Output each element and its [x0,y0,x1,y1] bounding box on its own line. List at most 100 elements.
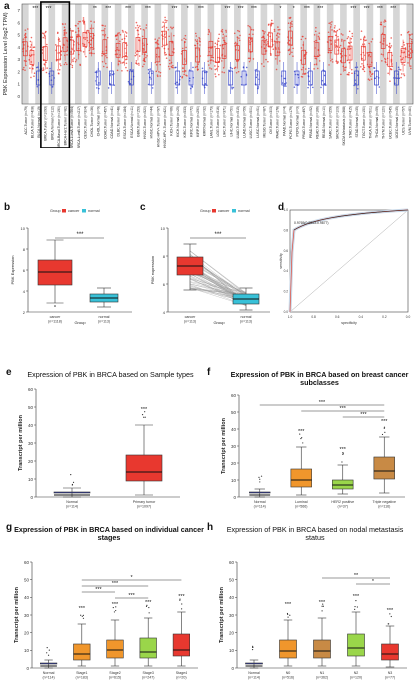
data-point [136,24,139,27]
diagonal-reference [289,209,409,313]
data-point [315,57,317,60]
data-point [195,35,198,37]
data-point [104,25,106,27]
box [106,639,124,659]
data-point [155,70,158,73]
category-label: HER2 positive [331,500,354,504]
data-point [125,58,127,61]
category-label: BRCA-Basal.Tumor (n=190) [57,106,61,148]
data-point [31,67,34,70]
data-point [116,48,118,51]
data-point [327,31,330,34]
data-point [198,40,201,42]
data-point [158,55,160,58]
data-point [210,68,213,70]
y-tick-label: 4 [163,310,166,315]
data-point [135,27,137,29]
data-point [101,29,103,32]
category-label: (n=1097) [137,504,152,508]
category-label: BLCA.Normal (n=19) [37,106,41,138]
significance-star: * [187,6,189,12]
data-point [278,28,281,31]
y-tick-label: 2 [17,69,20,74]
data-point [368,66,371,69]
data-point [398,77,401,79]
data-point [249,57,251,60]
data-point [304,37,307,40]
outlier [148,612,150,614]
category-label: Normal [43,671,55,675]
data-point [304,72,307,75]
x-tick-label: 0.0 [406,315,411,319]
data-point [63,26,66,29]
data-point [24,29,27,31]
data-point [135,62,137,65]
box [245,662,263,665]
data-point [89,27,92,30]
y-tick-label: 10 [28,477,34,482]
box [347,633,365,657]
y-tick-label: 30 [229,613,235,618]
data-point [304,68,307,70]
significance-star: *** [125,6,131,12]
data-point [89,43,92,46]
data-point [396,77,399,79]
y-tick-label: 30 [24,613,30,618]
data-point [334,34,337,37]
data-point [330,23,332,26]
significance-label: *** [285,602,292,608]
data-point [156,42,158,45]
category-label: KICH.Tumor (n=66) [170,106,174,136]
category-label: Normal [254,500,266,504]
legend-swatch-normal [82,209,86,213]
data-point [161,45,164,48]
data-point [129,82,132,85]
data-point [121,38,124,41]
data-point [22,68,24,71]
data-point [389,80,391,83]
data-point [183,37,185,40]
data-point [384,58,387,61]
category-label: BRCA.Tumor (n=1093) [44,106,48,141]
data-point [383,40,385,42]
data-point [119,40,121,43]
y-tick-label: 40 [231,427,237,432]
data-point [288,39,291,42]
category-label: (n=37) [338,504,349,508]
data-point [124,31,127,33]
data-point [57,31,59,34]
data-point [63,63,66,66]
category-label: HNSC-HPV-.Tumor (n=421) [163,106,167,148]
y-tick-label: 0 [233,495,236,500]
data-point [409,34,412,36]
data-point [139,28,142,30]
y-tick-label: 2 [23,310,26,315]
category-label: OV.Tumor (n=303) [269,106,273,134]
category-label: (n=114) [254,504,266,508]
data-point [407,62,409,64]
data-point [357,87,359,90]
category-label: Stage2 [109,671,120,675]
outlier [181,608,183,610]
data-point [149,68,152,70]
data-point [151,72,153,75]
data-point [290,37,293,39]
data-point [101,54,103,57]
data-point [380,21,382,24]
data-point [117,32,119,35]
outlier [181,603,183,605]
outlier [322,605,324,607]
data-point [158,70,160,73]
outlier [71,484,73,486]
panel-label-e: e [6,367,12,378]
bracket-label: * [131,575,134,581]
data-point [289,26,291,29]
y-tick-label: 60 [231,393,237,398]
x-axis-label: Group [213,320,225,325]
outlier [301,437,303,439]
data-point [191,85,193,88]
category-label: UCEC.Tumor (n=545) [388,106,392,139]
data-point [93,21,96,23]
category-label: N0 [286,671,291,675]
data-point [217,65,220,68]
